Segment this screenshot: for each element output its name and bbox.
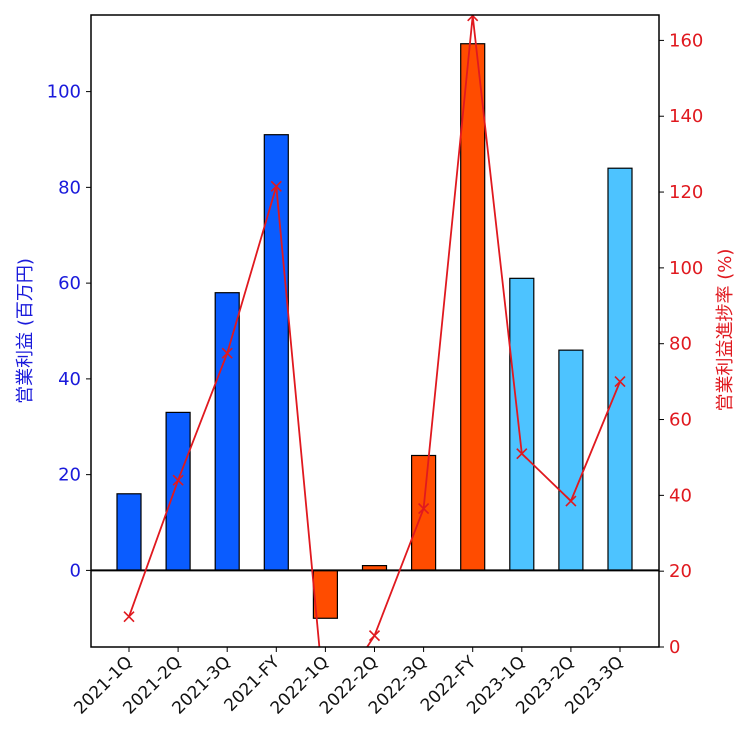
marker-stroke	[467, 15, 475, 22]
bar-2023-2Q	[558, 349, 584, 571]
marker-stroke	[368, 630, 381, 642]
right-tick-label: 80	[669, 334, 692, 355]
marker-stroke	[516, 448, 528, 460]
marker-x-2023-2Q	[565, 495, 577, 507]
bar-2023-1Q	[509, 277, 535, 571]
right-tick-label: 20	[669, 561, 692, 582]
marker-stroke	[270, 180, 282, 192]
left-tick-label: 80	[58, 177, 81, 198]
marker-x-2022-FY	[467, 15, 479, 22]
left-axis-label: 営業利益 (百万円)	[15, 258, 36, 404]
marker-stroke	[418, 503, 430, 515]
right-tick-label: 40	[669, 485, 692, 506]
left-axis: 0 20 40 60 80 100	[47, 82, 91, 581]
marker-x-2021-1Q	[123, 611, 135, 623]
marker-x-2021-3Q	[221, 347, 233, 359]
marker-stroke	[614, 376, 626, 388]
marker-stroke	[172, 474, 184, 486]
left-tick-label: 20	[58, 465, 81, 486]
bar-2022-1Q	[312, 569, 338, 619]
progress-line	[128, 15, 621, 647]
right-tick-label: 160	[669, 30, 703, 51]
right-tick-label: 100	[669, 258, 703, 279]
right-tick-label: 60	[669, 410, 692, 431]
right-axis: 0 20 40 60 80 100 120 140 160	[659, 30, 703, 658]
bar-2022-FY	[460, 43, 486, 571]
marker-x-2023-3Q	[614, 376, 626, 388]
bar-2021-FY	[263, 134, 289, 571]
right-tick-label: 140	[669, 106, 703, 127]
left-tick-label: 60	[58, 273, 81, 294]
right-axis-label: 営業利益進捗率 (%)	[715, 249, 736, 412]
right-tick-label: 0	[669, 637, 680, 658]
marker-x-2023-1Q	[516, 448, 528, 460]
left-tick-label: 40	[58, 369, 81, 390]
bar-2022-3Q	[411, 454, 437, 571]
bar-2021-3Q	[214, 292, 240, 571]
right-tick-label: 120	[669, 182, 703, 203]
line-series	[123, 15, 626, 647]
bar-2023-3Q	[607, 167, 633, 571]
marker-x-2021-FY	[270, 180, 282, 192]
marker-x-2022-2Q	[368, 630, 381, 642]
bar-2021-2Q	[165, 411, 191, 571]
marker-stroke	[565, 495, 577, 507]
x-axis: 2021-1Q2021-2Q2021-3Q2021-FY2022-1Q2022-…	[70, 647, 628, 719]
left-tick-label: 0	[70, 560, 81, 581]
bar-2021-1Q	[116, 493, 142, 571]
marker-stroke	[123, 611, 135, 623]
left-tick-label: 100	[47, 82, 81, 103]
marker-x-2022-3Q	[418, 503, 430, 515]
marker-stroke	[221, 347, 233, 359]
bar-series	[116, 43, 633, 619]
marker-x-2021-2Q	[172, 474, 184, 486]
